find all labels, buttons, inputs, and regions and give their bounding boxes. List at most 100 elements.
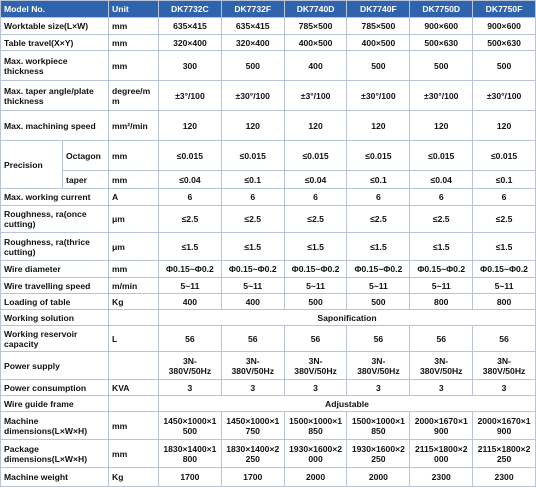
table-cell: ±30°/100 xyxy=(409,80,474,111)
table-cell: Max. working current xyxy=(0,188,109,206)
table-cell: 5~11 xyxy=(158,277,222,294)
table-cell: ≤1.5 xyxy=(283,232,348,261)
table-cell: mm xyxy=(108,34,159,51)
table-cell: μm xyxy=(108,232,159,261)
table-cell: ±3°/100 xyxy=(158,80,222,111)
table-cell: 3 xyxy=(283,379,348,396)
table-cell: 120 xyxy=(283,110,348,141)
table-cell: 1930×1600×2250 xyxy=(346,439,411,468)
table-cell: 900×600 xyxy=(472,17,536,35)
table-cell: 3 xyxy=(220,379,285,396)
table-cell: 500 xyxy=(220,50,285,81)
table-cell: 900×600 xyxy=(409,17,474,35)
table-cell: 400×500 xyxy=(346,34,411,51)
table-cell: 56 xyxy=(472,325,536,352)
table-cell: 3N-380V/50Hz xyxy=(220,351,285,380)
table-cell: 5~11 xyxy=(220,277,285,294)
table-cell: 635×415 xyxy=(220,17,285,35)
table-cell: Max. taper angle/plate thickness xyxy=(0,80,109,111)
table-cell: KVA xyxy=(108,379,159,396)
table-cell: 800 xyxy=(409,293,474,310)
table-row: Roughness, ra(once cutting) μm ≤2.5 ≤2.5 ≤2.… xyxy=(0,205,536,233)
table-cell: 1500×1000×1850 xyxy=(283,411,348,440)
table-cell: 320×400 xyxy=(158,34,222,51)
table-row: Wire diameter mm Φ0.15~Φ0.2 Φ0.15~Φ0.2 Φ0.15… xyxy=(0,260,536,278)
table-cell: 5~11 xyxy=(283,277,348,294)
table-cell: Roughness, ra(thrice cutting) xyxy=(0,232,109,261)
table-row: Model No. Unit DK7732C DK7732F DK7740D DK7740… xyxy=(0,0,536,18)
table-cell: 300 xyxy=(158,50,222,81)
table-cell: 6 xyxy=(283,188,348,206)
table-cell: Φ0.15~Φ0.2 xyxy=(409,260,474,278)
table-row: Max. taper angle/plate thickness degree/m… xyxy=(0,80,536,111)
table-cell: Φ0.15~Φ0.2 xyxy=(472,260,536,278)
table-cell xyxy=(108,351,159,380)
table-cell: 120 xyxy=(158,110,222,141)
table-row: Max. working current A 6 6 6 6 6 6 xyxy=(0,188,536,206)
table-row: taper mm ≤0.04 ≤0.1 ≤0.04 ≤0.1 ≤0.04 ≤0.1 xyxy=(1,170,536,189)
table-cell: DK7740F xyxy=(346,0,411,18)
table-row: Wire guide frame Adjustable xyxy=(0,395,536,412)
table-cell: ≤1.5 xyxy=(158,232,222,261)
table-cell: 120 xyxy=(220,110,285,141)
table-cell: 56 xyxy=(283,325,348,352)
table-cell: mm xyxy=(108,439,159,468)
table-cell: Power supply xyxy=(0,351,109,380)
table-cell: Machine weight xyxy=(0,467,109,487)
table-cell: 500 xyxy=(346,293,411,310)
table-row: Roughness, ra(thrice cutting) μm ≤1.5 ≤1.5 ≤… xyxy=(0,232,536,261)
table-cell: mm xyxy=(108,140,159,171)
table-cell: DK7750F xyxy=(472,0,536,18)
table-cell: Package dimensions(L×W×H) xyxy=(0,439,109,468)
table-cell xyxy=(108,395,159,412)
table-cell: L xyxy=(108,325,159,352)
table-row: Working reservoir capacity L 56 56 56 56 56 56 xyxy=(0,325,536,352)
table-cell: mm²/min xyxy=(108,110,159,141)
table-cell: mm xyxy=(108,411,159,440)
table-row: Precision Octagon mm ≤0.015 ≤0.015 ≤0.015 ≤0.0… xyxy=(0,140,536,189)
table-cell: DK7732C xyxy=(158,0,222,18)
table-cell: ≤1.5 xyxy=(220,232,285,261)
table-cell: ≤0.1 xyxy=(346,170,411,189)
table-cell: 5~11 xyxy=(409,277,474,294)
table-cell: Roughness, ra(once cutting) xyxy=(0,205,109,233)
table-cell: 400 xyxy=(283,50,348,81)
table-cell: 500 xyxy=(409,50,474,81)
table-cell: Max. workpiece thickness xyxy=(0,50,109,81)
table-cell: 3N-380V/50Hz xyxy=(472,351,536,380)
table-cell: Machine dimensions(L×W×H) xyxy=(0,411,109,440)
table-cell: Loading of table xyxy=(0,293,109,310)
table-row: Working solution Saponification xyxy=(0,309,536,326)
table-cell: ≤1.5 xyxy=(472,232,536,261)
table-cell: 1700 xyxy=(158,467,222,487)
table-cell: ≤2.5 xyxy=(220,205,285,233)
table-cell: DK7750D xyxy=(409,0,474,18)
table-cell: ≤0.04 xyxy=(409,170,474,189)
table-cell: ≤2.5 xyxy=(472,205,536,233)
table-cell: Kg xyxy=(108,467,159,487)
table-cell: 1450×1000×1750 xyxy=(220,411,285,440)
table-cell: DK7740D xyxy=(283,0,348,18)
table-cell: 5~11 xyxy=(472,277,536,294)
table-cell: 3N-380V/50Hz xyxy=(283,351,348,380)
table-cell: Wire guide frame xyxy=(0,395,109,412)
table-cell: Precision xyxy=(0,140,63,189)
table-cell: 1830×1400×2250 xyxy=(220,439,285,468)
table-row: Loading of table Kg 400 400 500 500 800 800 xyxy=(0,293,536,310)
table-row: Power consumption KVA 3 3 3 3 3 3 xyxy=(0,379,536,396)
table-cell: 3 xyxy=(346,379,411,396)
table-cell: mm xyxy=(108,260,159,278)
table-row: Package dimensions(L×W×H) mm 1830×1400×180… xyxy=(0,439,536,468)
table-cell: 6 xyxy=(472,188,536,206)
table-cell: 1930×1600×2000 xyxy=(283,439,348,468)
table-row: Worktable size(L×W) mm 635×415 635×415 785×5… xyxy=(0,17,536,35)
table-cell: 3N-380V/50Hz xyxy=(158,351,222,380)
table-cell: ≤0.015 xyxy=(409,140,474,171)
table-cell: 400×500 xyxy=(283,34,348,51)
table-cell: 1500×1000×1850 xyxy=(346,411,411,440)
table-cell: taper xyxy=(62,170,109,189)
table-cell: Working reservoir capacity xyxy=(0,325,109,352)
table-cell: 1700 xyxy=(220,467,285,487)
table-cell: 2000 xyxy=(283,467,348,487)
table-cell: 6 xyxy=(346,188,411,206)
